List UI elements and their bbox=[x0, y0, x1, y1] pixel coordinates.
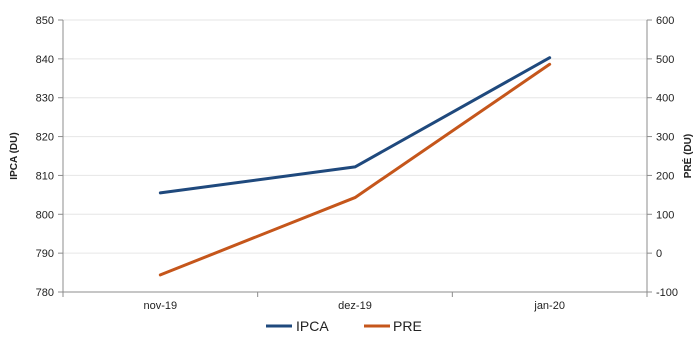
series-line-ipca bbox=[158, 56, 552, 195]
left-tick-label: 790 bbox=[36, 248, 54, 260]
x-axis-ticks: nov-19 dez-19 jan-20 bbox=[62, 292, 648, 312]
right-tick-label: -100 bbox=[656, 287, 678, 299]
series-line-pre bbox=[158, 62, 552, 277]
left-tick-label: 780 bbox=[36, 287, 54, 299]
legend: IPCA PRE bbox=[266, 318, 422, 334]
left-axis-title: IPCA (DU) bbox=[9, 132, 20, 179]
x-tick-label: jan-20 bbox=[533, 300, 565, 312]
right-axis-ticks: -100 0 100 200 300 400 500 600 bbox=[647, 15, 678, 299]
right-axis-title: PRÉ (DU) bbox=[681, 134, 694, 178]
left-tick-label: 830 bbox=[36, 93, 54, 105]
right-tick-label: 400 bbox=[656, 93, 674, 105]
gridlines bbox=[63, 19, 647, 254]
right-tick-label: 600 bbox=[656, 15, 674, 27]
series-lines bbox=[158, 56, 552, 277]
legend-label-pre: PRE bbox=[393, 318, 422, 334]
x-tick-label: nov-19 bbox=[144, 300, 178, 312]
right-tick-label: 100 bbox=[656, 209, 674, 221]
legend-label-ipca: IPCA bbox=[296, 318, 329, 334]
left-tick-label: 810 bbox=[36, 170, 54, 182]
left-tick-label: 800 bbox=[36, 209, 54, 221]
x-tick-label: dez-19 bbox=[338, 300, 372, 312]
left-tick-label: 840 bbox=[36, 54, 54, 66]
right-tick-label: 0 bbox=[656, 248, 662, 260]
right-tick-label: 500 bbox=[656, 54, 674, 66]
right-tick-label: 200 bbox=[656, 170, 674, 182]
left-axis-ticks: 780 790 800 810 820 830 840 850 bbox=[36, 15, 63, 299]
left-tick-label: 820 bbox=[36, 132, 54, 144]
left-tick-label: 850 bbox=[36, 15, 54, 27]
right-tick-label: 300 bbox=[656, 132, 674, 144]
